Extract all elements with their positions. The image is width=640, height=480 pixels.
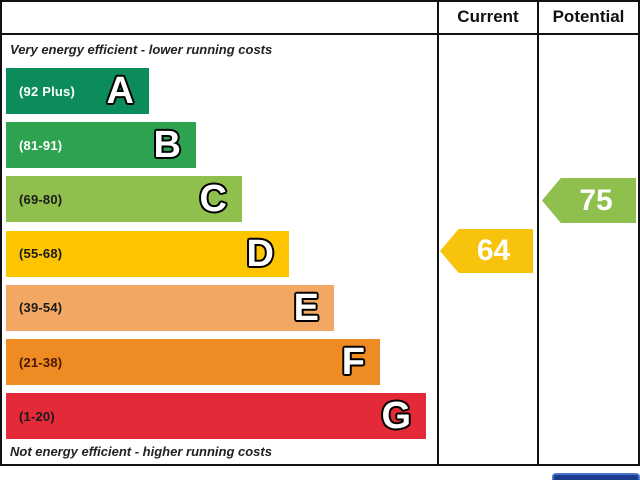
band-letter: F bbox=[341, 341, 365, 383]
band-letter: C bbox=[199, 178, 227, 221]
current-rating-value: 64 bbox=[476, 234, 511, 267]
band-a: (92 Plus) A bbox=[6, 68, 149, 114]
band-letter: B bbox=[153, 124, 181, 167]
band-letter: D bbox=[246, 232, 274, 275]
band-letter: E bbox=[293, 286, 319, 329]
potential-rating-value: 75 bbox=[579, 183, 613, 217]
band-range-label: (92 Plus) bbox=[19, 83, 75, 99]
column-divider-potential bbox=[537, 0, 539, 466]
band-range-label: (39-54) bbox=[19, 300, 63, 316]
column-divider-current bbox=[437, 0, 439, 466]
top-caption: Very energy efficient - lower running co… bbox=[10, 42, 273, 57]
chart-border bbox=[0, 0, 640, 466]
current-column-header: Current bbox=[457, 7, 519, 26]
current-rating-arrow: 64 bbox=[440, 229, 533, 273]
cropped-blue-box bbox=[552, 473, 640, 480]
band-b: (81-91) B bbox=[6, 122, 196, 169]
band-f: (21-38) F bbox=[6, 339, 380, 385]
band-e: (39-54) E bbox=[6, 284, 334, 331]
bottom-caption: Not energy efficient - higher running co… bbox=[10, 444, 272, 459]
header-divider bbox=[0, 33, 640, 35]
band-letter: G bbox=[381, 395, 411, 438]
band-range-label: (69-80) bbox=[19, 191, 63, 207]
band-range-label: (1-20) bbox=[19, 408, 55, 424]
band-d: (55-68) D bbox=[6, 230, 289, 277]
potential-column-header: Potential bbox=[552, 7, 625, 26]
band-range-label: (21-38) bbox=[19, 354, 63, 370]
band-g: (1-20) G bbox=[6, 393, 426, 440]
band-range-label: (81-91) bbox=[19, 137, 63, 153]
band-c: (69-80) C bbox=[6, 176, 242, 223]
potential-rating-arrow: 75 bbox=[542, 178, 636, 223]
band-range-label: (55-68) bbox=[19, 246, 63, 262]
band-letter: A bbox=[106, 70, 134, 112]
